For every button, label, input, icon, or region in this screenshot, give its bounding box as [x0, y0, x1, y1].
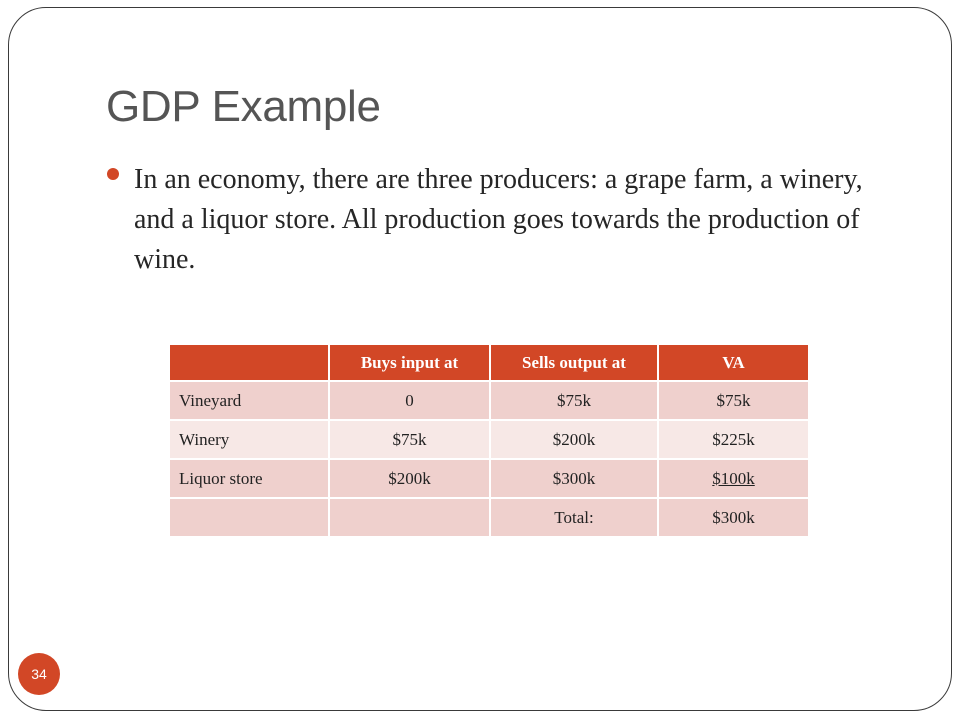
- table-row: Liquor store $200k $300k $100k: [168, 458, 810, 499]
- header-cell-va: VA: [657, 343, 810, 382]
- total-value-cell: $300k: [657, 497, 810, 538]
- row-label: [168, 497, 330, 538]
- sells-output-cell: $75k: [489, 380, 659, 421]
- va-cell: $225k: [657, 419, 810, 460]
- header-cell-buys-input: Buys input at: [328, 343, 491, 382]
- table-header-row: Buys input at Sells output at VA: [168, 343, 810, 382]
- page-number-badge: 34: [18, 653, 60, 695]
- row-label: Winery: [168, 419, 330, 460]
- header-cell-blank: [168, 343, 330, 382]
- va-cell: $100k: [657, 458, 810, 499]
- buys-input-cell: $200k: [328, 458, 491, 499]
- sells-output-cell: $200k: [489, 419, 659, 460]
- gdp-table: Buys input at Sells output at VA Vineyar…: [168, 343, 810, 538]
- va-value-underlined: $100k: [712, 468, 755, 488]
- table-row: Winery $75k $200k $225k: [168, 419, 810, 460]
- va-cell: $75k: [657, 380, 810, 421]
- bullet-item: In an economy, there are three producers…: [106, 160, 886, 280]
- table-total-row: Total: $300k: [168, 497, 810, 538]
- total-label-cell: Total:: [489, 497, 659, 538]
- bullet-dot-icon: [107, 168, 119, 180]
- table-row: Vineyard 0 $75k $75k: [168, 380, 810, 421]
- row-label: Vineyard: [168, 380, 330, 421]
- buys-input-cell: $75k: [328, 419, 491, 460]
- bullet-text: In an economy, there are three producers…: [134, 164, 863, 275]
- buys-input-cell: 0: [328, 380, 491, 421]
- header-cell-sells-output: Sells output at: [489, 343, 659, 382]
- row-label: Liquor store: [168, 458, 330, 499]
- slide-title: GDP Example: [106, 82, 381, 131]
- sells-output-cell: $300k: [489, 458, 659, 499]
- buys-input-cell: [328, 497, 491, 538]
